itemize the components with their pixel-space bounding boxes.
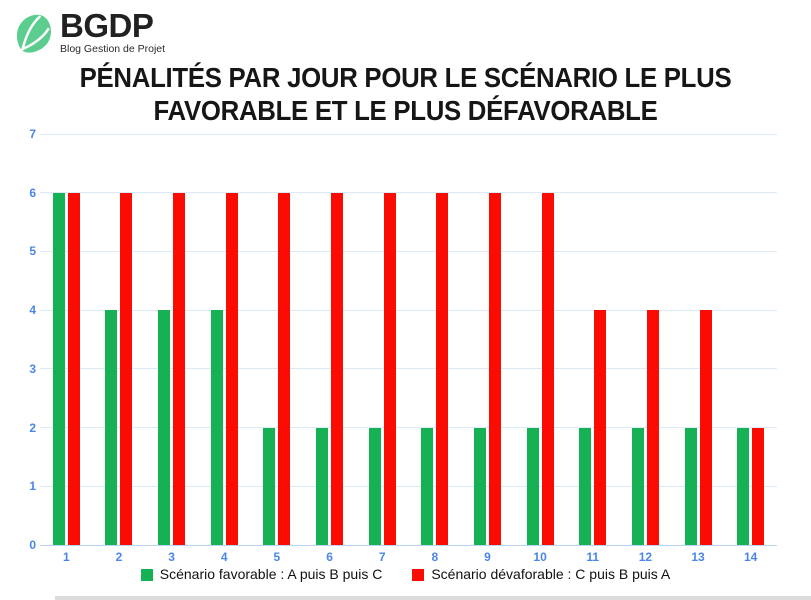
bar-group-day-4: [210, 193, 238, 545]
x-axis-label-11: 11: [586, 550, 600, 564]
bar-defavorable-day-10: [541, 193, 554, 545]
bar-group-day-3: [158, 193, 186, 545]
bar-defavorable-day-5: [278, 193, 291, 545]
x-axis-label-12: 12: [638, 550, 653, 564]
leaf-logo-icon: [16, 14, 51, 53]
gridline-y-2: [40, 427, 777, 429]
bar-favorable-day-10: [526, 428, 539, 545]
x-axis-label-6: 6: [326, 550, 333, 564]
bar-defavorable-day-9: [488, 193, 501, 545]
bar-favorable-day-9: [473, 428, 486, 545]
x-axis-label-5: 5: [273, 550, 281, 564]
bar-group-day-12: [631, 310, 659, 545]
bar-group-day-9: [473, 193, 501, 545]
bar-favorable-day-12: [631, 428, 644, 545]
legend: Scénario favorable : A puis B puis C Scé…: [0, 566, 811, 583]
x-axis-label-14: 14: [743, 550, 758, 564]
bar-favorable-day-7: [368, 428, 381, 545]
bar-favorable-day-3: [158, 310, 171, 545]
bar-favorable-day-14: [737, 428, 750, 545]
x-axis-label-1: 1: [62, 550, 70, 564]
legend-swatch-defavorable: [412, 568, 425, 581]
bar-favorable-day-8: [421, 428, 434, 545]
legend-item-favorable: Scénario favorable : A puis B puis C: [140, 566, 383, 583]
bar-favorable-day-4: [210, 310, 223, 545]
bar-group-day-5: [263, 193, 291, 545]
bar-defavorable-day-8: [436, 193, 449, 545]
bar-group-day-10: [526, 193, 554, 545]
bar-favorable-day-5: [263, 428, 276, 545]
gridline-y-0: [40, 544, 777, 546]
x-axis-label-4: 4: [220, 550, 228, 564]
legend-item-defavorable: Scénario dévaforable : C puis B puis A: [412, 566, 670, 583]
bar-defavorable-day-12: [646, 310, 659, 545]
plot-area: [40, 133, 777, 546]
bar-defavorable-day-7: [383, 193, 396, 545]
gridline-y-4: [40, 309, 777, 311]
legend-swatch-favorable: [140, 568, 153, 581]
x-axis-label-2: 2: [115, 550, 123, 564]
footer-strip: [55, 596, 811, 600]
bar-favorable-day-2: [105, 310, 118, 545]
gridline-y-3: [40, 368, 777, 370]
bar-defavorable-day-4: [225, 193, 238, 545]
chart-title: PÉNALITÉS PAR JOUR POUR LE SCÉNARIO LE P…: [32, 61, 778, 127]
bgdp-logo: BGDP Blog Gestion de Projet: [14, 9, 165, 55]
chart-title-line2: FAVORABLE ET LE PLUS DÉFAVORABLE: [153, 95, 658, 126]
x-axis-label-3: 3: [168, 550, 175, 564]
bar-group-day-6: [316, 193, 344, 545]
x-axis-label-9: 9: [484, 550, 491, 564]
bar-favorable-day-11: [579, 428, 592, 545]
y-axis-label-2: 2: [29, 420, 36, 435]
logo-tagline: Blog Gestion de Projet: [60, 43, 166, 55]
bar-group-day-11: [579, 310, 607, 545]
bar-favorable-day-1: [52, 193, 65, 545]
bar-defavorable-day-1: [67, 193, 80, 545]
bar-group-day-2: [105, 193, 133, 545]
x-axis-label-7: 7: [378, 550, 386, 564]
logo-name: BGDP: [60, 7, 154, 44]
legend-label-favorable: Scénario favorable : A puis B puis C: [159, 566, 383, 582]
y-axis-label-1: 1: [29, 479, 36, 494]
gridline-y-6: [40, 192, 777, 194]
y-axis-label-3: 3: [29, 361, 36, 376]
bar-group-day-1: [52, 193, 80, 545]
bar-group-day-14: [737, 428, 765, 545]
bar-defavorable-day-3: [173, 193, 186, 545]
gridline-y-5: [40, 250, 777, 252]
bar-favorable-day-13: [684, 428, 697, 545]
legend-label-defavorable: Scénario dévaforable : C puis B puis A: [431, 566, 671, 582]
bar-defavorable-day-2: [120, 193, 133, 545]
bar-defavorable-day-14: [752, 428, 765, 545]
bar-group-day-8: [421, 193, 449, 545]
y-axis-label-0: 0: [29, 538, 36, 552]
x-axis-label-10: 10: [533, 550, 547, 564]
bar-group-day-7: [368, 193, 396, 545]
bar-defavorable-day-11: [594, 310, 607, 545]
bar-group-day-13: [684, 310, 712, 545]
bar-defavorable-day-6: [331, 193, 344, 545]
y-axis-label-5: 5: [29, 244, 36, 259]
bar-favorable-day-6: [316, 428, 329, 545]
x-axis-label-8: 8: [431, 550, 439, 564]
gridline-y-1: [40, 485, 777, 487]
gridline-y-7: [40, 133, 777, 135]
y-axis-label-4: 4: [29, 303, 36, 318]
x-axis-label-13: 13: [691, 550, 705, 564]
bar-defavorable-day-13: [699, 310, 712, 545]
logo-text: BGDP Blog Gestion de Projet: [60, 7, 166, 56]
chart-title-line1: PÉNALITÉS PAR JOUR POUR LE SCÉNARIO LE P…: [79, 62, 732, 93]
y-axis-label-7: 7: [29, 127, 36, 141]
y-axis-label-6: 6: [29, 185, 36, 200]
